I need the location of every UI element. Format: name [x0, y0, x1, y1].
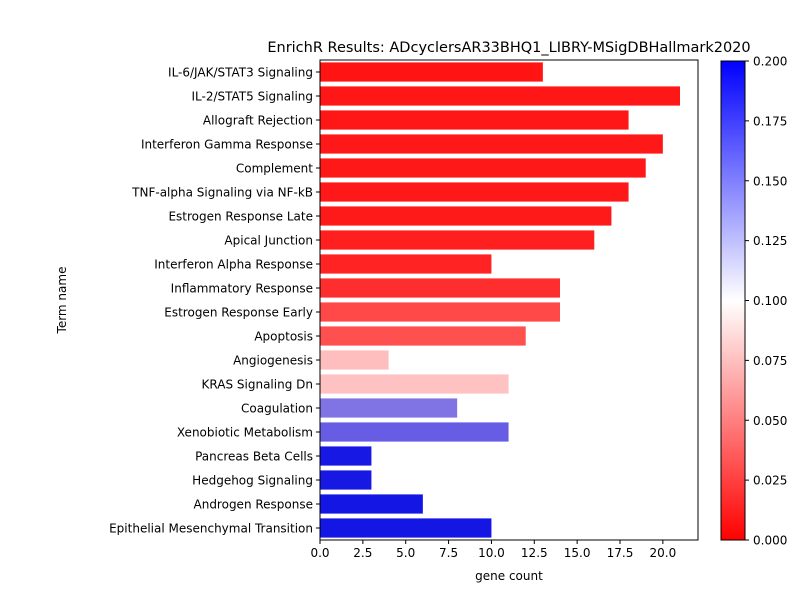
y-tick-label: Hedgehog Signaling — [192, 474, 313, 488]
y-tick-label: TNF-alpha Signaling via NF-kB — [131, 186, 313, 200]
y-tick-label: IL-6/JAK/STAT3 Signaling — [168, 66, 313, 80]
x-tick-label: 15.0 — [564, 546, 591, 560]
y-tick-label: Coagulation — [241, 402, 313, 416]
bar — [320, 446, 372, 466]
x-tick-label: 20.0 — [649, 546, 676, 560]
colorbar-tick-label: 0.150 — [753, 174, 787, 188]
colorbar-tick-label: 0.200 — [753, 55, 787, 69]
y-tick-label: Apical Junction — [224, 234, 313, 248]
x-tick-labels: 0.0 2.5 5.0 7.5 10.0 12.5 15.0 17.5 20.0 — [310, 540, 676, 560]
y-tick-labels: IL-6/JAK/STAT3 Signaling IL-2/STAT5 Signa… — [109, 66, 320, 536]
x-tick-label: 10.0 — [478, 546, 505, 560]
bar — [320, 86, 680, 106]
y-tick-label: Estrogen Response Early — [164, 306, 313, 320]
bar — [320, 278, 560, 298]
bar — [320, 134, 663, 154]
colorbar-tick-label: 0.100 — [753, 294, 787, 308]
bar — [320, 302, 560, 322]
bar — [320, 254, 492, 274]
bar — [320, 182, 629, 202]
x-tick-label: 5.0 — [396, 546, 415, 560]
y-tick-label: Androgen Response — [194, 498, 314, 512]
plot-frame — [319, 59, 699, 541]
colorbar-tick-labels: 0.000 0.025 0.050 0.075 0.100 0.125 0.150 0.175… — [745, 55, 787, 548]
bar — [320, 422, 509, 442]
y-tick-label: Angiogenesis — [233, 354, 313, 368]
bar — [320, 518, 492, 538]
colorbar-tick-label: 0.000 — [753, 534, 787, 548]
x-tick-label: 7.5 — [439, 546, 458, 560]
colorbar-tick-label: 0.125 — [753, 234, 787, 248]
colorbar-tick-label: 0.175 — [753, 114, 787, 128]
x-tick-label: 12.5 — [521, 546, 548, 560]
bar — [320, 398, 458, 418]
bar — [320, 206, 612, 226]
y-tick-label: Apoptosis — [254, 330, 313, 344]
x-tick-label: 0.0 — [310, 546, 329, 560]
y-axis-label: Term name — [55, 267, 69, 335]
y-tick-label: Pancreas Beta Cells — [195, 450, 313, 464]
bar — [320, 158, 646, 178]
bar — [320, 326, 526, 346]
colorbar-tick-label: 0.075 — [753, 354, 787, 368]
bar — [320, 110, 629, 130]
x-tick-label: 17.5 — [607, 546, 634, 560]
bars-group — [320, 62, 680, 538]
x-tick-label: 2.5 — [353, 546, 372, 560]
y-tick-label: Inflammatory Response — [171, 282, 313, 296]
y-tick-label: Estrogen Response Late — [168, 210, 313, 224]
colorbar-tick-label: 0.050 — [753, 414, 787, 428]
chart-title: EnrichR Results: ADcyclersAR33BHQ1_LIBRY… — [267, 40, 750, 56]
colorbar-tick-label: 0.025 — [753, 474, 787, 488]
bar — [320, 374, 509, 394]
y-tick-label: IL-2/STAT5 Signaling — [191, 90, 313, 104]
bar — [320, 494, 423, 514]
x-axis-label: gene count — [475, 569, 543, 583]
y-tick-label: Interferon Gamma Response — [141, 138, 313, 152]
bar — [320, 230, 595, 250]
y-tick-label: Epithelial Mesenchymal Transition — [109, 522, 313, 536]
bar — [320, 470, 372, 490]
y-tick-label: Interferon Alpha Response — [154, 258, 313, 272]
y-tick-label: Xenobiotic Metabolism — [177, 426, 313, 440]
bar — [320, 350, 389, 370]
y-tick-label: Allograft Rejection — [203, 114, 313, 128]
y-tick-label: KRAS Signaling Dn — [202, 378, 313, 392]
colorbar — [720, 60, 746, 541]
bar — [320, 62, 543, 82]
y-tick-label: Complement — [236, 162, 313, 176]
